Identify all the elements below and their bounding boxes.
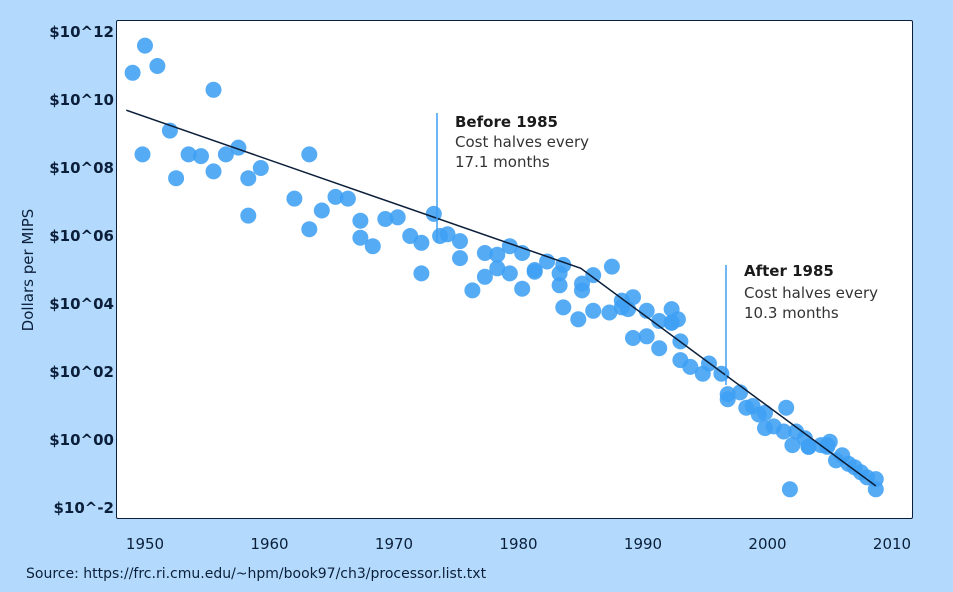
data-point [781, 481, 798, 498]
data-point [313, 202, 330, 219]
data-point [377, 211, 394, 227]
y-tick-label: $10^12 [49, 23, 114, 41]
y-tick-label: $10^04 [49, 295, 114, 313]
data-point [149, 58, 166, 74]
data-point [205, 81, 222, 98]
data-point [732, 384, 749, 401]
data-point [389, 209, 406, 226]
annotation-before-title: Before 1985 [455, 113, 558, 131]
trend-line [126, 109, 877, 487]
data-point [217, 146, 234, 163]
data-point [137, 37, 153, 54]
annotation-after-line-1: Cost halves every [744, 284, 878, 302]
data-point [501, 265, 518, 282]
annotation-after-line-2: 10.3 months [744, 304, 839, 322]
data-point [240, 170, 257, 187]
data-point [719, 391, 736, 408]
data-point [651, 313, 668, 329]
data-point [452, 250, 468, 267]
data-point [784, 437, 801, 454]
data-point [585, 302, 602, 319]
y-tick-label: $10^00 [49, 431, 114, 449]
y-tick-label: $10^06 [49, 227, 114, 245]
data-point [757, 404, 773, 421]
data-point [339, 190, 356, 207]
scatter-points [124, 37, 884, 498]
data-point [476, 268, 493, 285]
data-point [489, 260, 506, 277]
x-tick-label: 2000 [748, 535, 786, 553]
data-point [651, 340, 668, 357]
data-point [867, 481, 884, 498]
data-point [603, 258, 620, 275]
annotation-before-line-2: 17.1 months [455, 153, 550, 171]
data-point [301, 221, 318, 238]
data-point [413, 265, 430, 282]
data-point [778, 399, 795, 416]
x-tick-label: 1970 [375, 535, 413, 553]
data-point [240, 207, 257, 224]
data-point [800, 438, 817, 455]
x-tick-label: 1950 [126, 535, 164, 553]
data-point [452, 233, 468, 250]
data-point [669, 311, 686, 328]
data-point [124, 64, 141, 81]
data-point [180, 146, 197, 163]
data-point [327, 188, 344, 205]
data-point [551, 277, 568, 294]
data-point [413, 234, 430, 251]
data-point [514, 280, 531, 297]
data-point [625, 330, 641, 346]
data-point [168, 170, 185, 187]
x-tick-label: 1980 [499, 535, 537, 553]
annotation-after-title: After 1985 [744, 262, 834, 280]
y-tick-label: $10^08 [49, 159, 114, 177]
data-point [625, 289, 641, 306]
y-tick-label: $10^-2 [53, 499, 114, 517]
data-point [439, 226, 456, 243]
source-note: Source: https://frc.ri.cmu.edu/~hpm/book… [26, 566, 487, 582]
data-point [205, 163, 222, 180]
y-tick-label: $10^02 [49, 363, 114, 381]
data-point [638, 328, 655, 345]
y-axis-ticks: $10^12 $10^10 $10^08 $10^06 $10^04 $10^02 $10^… [49, 23, 114, 517]
data-point [601, 304, 618, 321]
x-tick-label: 1990 [624, 535, 662, 553]
data-point [193, 148, 209, 165]
data-point [352, 229, 369, 246]
data-point [230, 139, 247, 156]
data-point [476, 245, 493, 261]
data-point [364, 238, 381, 255]
data-point [775, 423, 792, 440]
data-point [352, 212, 369, 229]
data-point [555, 299, 572, 316]
x-tick-label: 2010 [873, 535, 911, 553]
data-point [134, 146, 151, 163]
data-point [585, 267, 602, 284]
y-tick-label: $10^10 [49, 91, 114, 109]
x-axis-ticks: 1950 1960 1970 1980 1990 2000 2010 [126, 535, 911, 553]
data-point [286, 190, 303, 207]
data-point [738, 399, 755, 416]
y-axis-label: Dollars per MIPS [19, 209, 37, 332]
data-point [574, 275, 590, 292]
x-tick-label: 1960 [250, 535, 288, 553]
data-point [489, 246, 506, 263]
data-point [819, 437, 836, 454]
data-point [252, 160, 269, 176]
data-point [682, 358, 699, 375]
data-point [464, 282, 481, 299]
data-point [301, 146, 318, 163]
data-point [526, 262, 543, 278]
data-point [570, 311, 587, 328]
annotation-before-line-1: Cost halves every [455, 133, 589, 151]
